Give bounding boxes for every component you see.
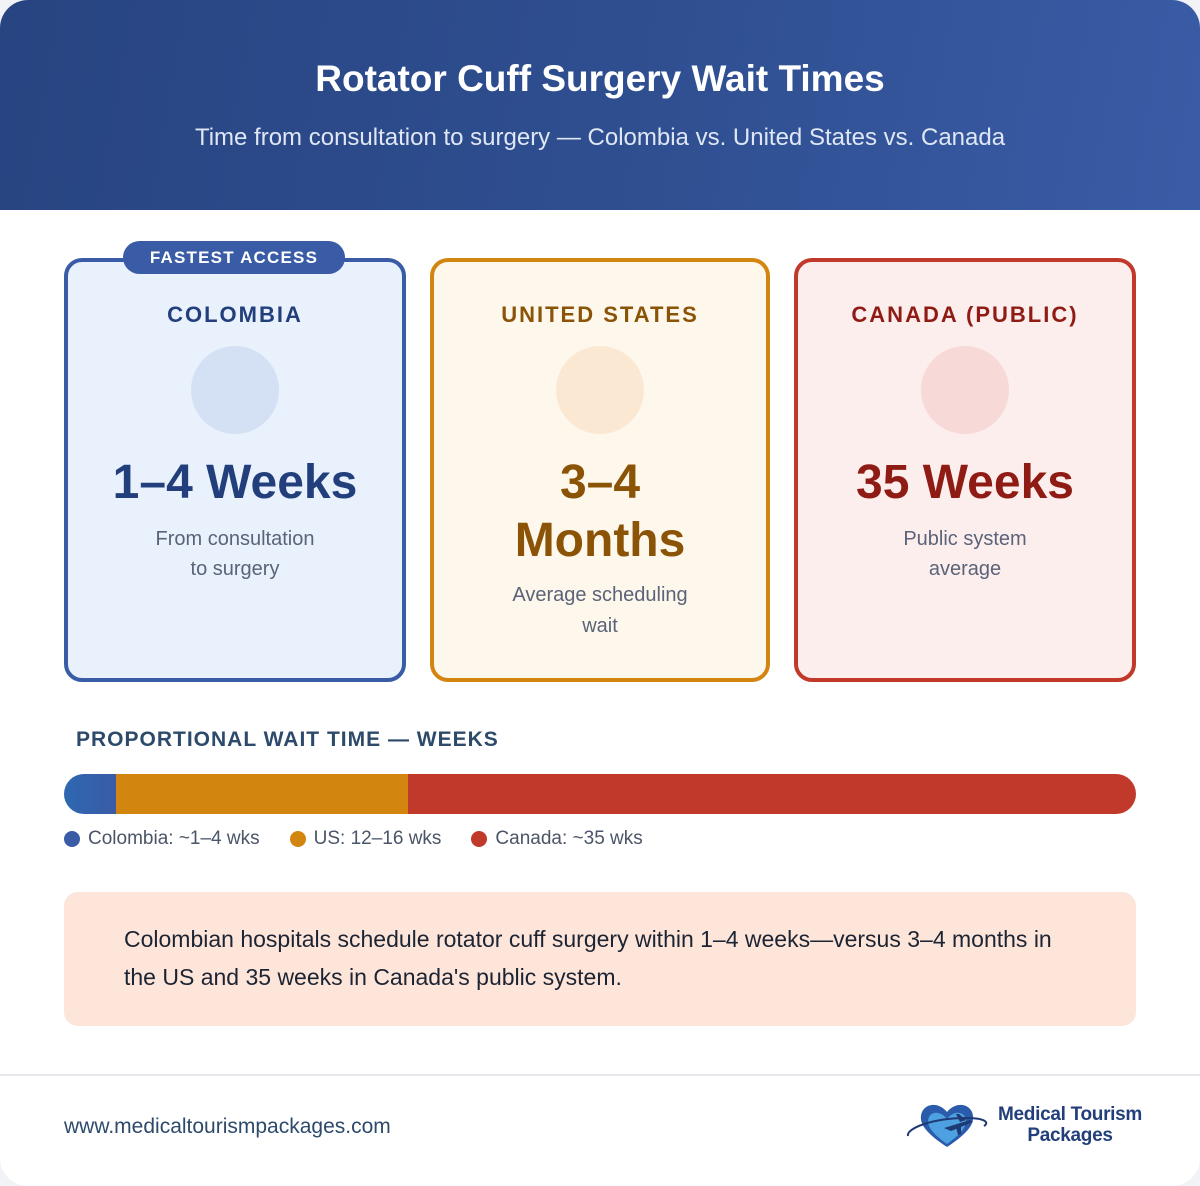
- bar-chart-title: PROPORTIONAL WAIT TIME — WEEKS: [76, 728, 499, 751]
- placeholder-circle-icon: [191, 346, 279, 434]
- card-canada: CANADA (PUBLIC) 35 Weeks Public system a…: [794, 258, 1136, 682]
- wait-description-2: wait: [582, 615, 618, 637]
- country-label: CANADA (PUBLIC): [851, 302, 1079, 327]
- page-subtitle: Time from consultation to surgery — Colo…: [194, 124, 1006, 151]
- wait-description-1: Average scheduling: [512, 584, 688, 606]
- card-colombia: COLOMBIA 1–4 Weeks From consultation to …: [64, 258, 406, 682]
- wait-value-line1: 3–4: [559, 456, 641, 509]
- wait-description-2: to surgery: [190, 558, 280, 580]
- legend-dot-icon: [471, 831, 488, 847]
- wait-value: 1–4 Weeks: [112, 456, 358, 509]
- country-label: UNITED STATES: [501, 302, 699, 327]
- placeholder-circle-icon: [921, 346, 1009, 434]
- wait-description-1: Public system: [903, 528, 1027, 550]
- legend-dot-icon: [289, 831, 306, 847]
- logo-text: Medical Tourism Packages: [998, 1104, 1142, 1146]
- summary-callout: Colombian hospitals schedule rotator cuf…: [64, 892, 1136, 1026]
- logo-line-1: Medical Tourism: [998, 1104, 1143, 1125]
- brand-logo: Medical Tourism Packages: [904, 1100, 1142, 1150]
- legend-item-colombia: Colombia: ~1–4 wks: [64, 828, 260, 850]
- card-united-states: UNITED STATES 3–4 Months Average schedul…: [430, 258, 770, 682]
- heart-airplane-icon: [907, 1104, 988, 1147]
- fastest-access-badge: FASTEST ACCESS: [123, 241, 345, 274]
- legend-label: Colombia: ~1–4 wks: [88, 828, 260, 849]
- legend-label: US: 12–16 wks: [313, 828, 442, 849]
- header: Rotator Cuff Surgery Wait Times Time fro…: [0, 0, 1200, 210]
- page-title: Rotator Cuff Surgery Wait Times: [315, 58, 885, 99]
- wait-value-line2: Months: [514, 514, 686, 567]
- wait-description-1: From consultation: [155, 528, 315, 550]
- legend-item-canada: Canada: ~35 wks: [471, 828, 643, 850]
- legend-dot-icon: [64, 831, 80, 847]
- footer-divider: [0, 1074, 1200, 1076]
- bar-legend: Colombia: ~1–4 wks US: 12–16 wks Canada:…: [64, 828, 643, 850]
- placeholder-circle-icon: [556, 346, 644, 434]
- logo-line-2: Packages: [1027, 1125, 1113, 1146]
- wait-description-2: average: [928, 558, 1002, 580]
- country-label: COLOMBIA: [167, 302, 303, 327]
- wait-value: 35 Weeks: [856, 456, 1074, 509]
- bar-segment-colombia: [64, 774, 116, 814]
- bar-segment-canada: [408, 774, 1136, 814]
- legend-item-us: US: 12–16 wks: [289, 828, 442, 850]
- proportional-bar: [64, 774, 1136, 814]
- bar-segment-us: [116, 774, 408, 814]
- website-link[interactable]: www.medicaltourismpackages.com: [64, 1115, 391, 1138]
- legend-label: Canada: ~35 wks: [495, 828, 643, 849]
